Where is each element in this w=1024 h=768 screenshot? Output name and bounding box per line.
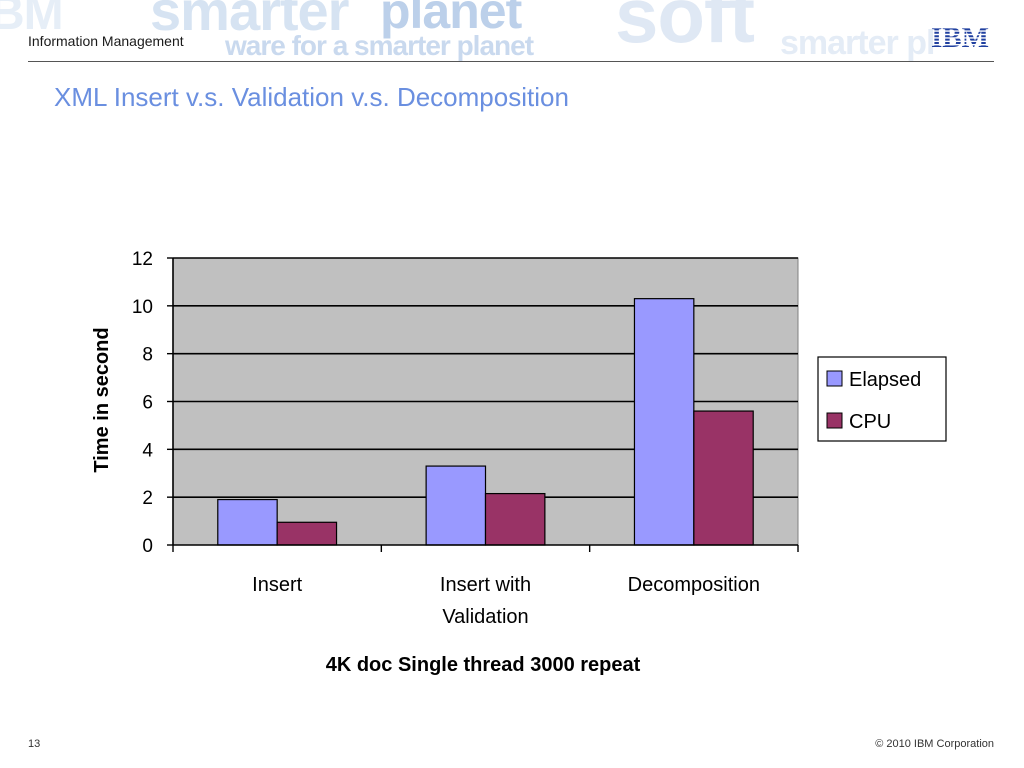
bar-elapsed-1 [425,465,487,546]
page-number: 13 [28,738,41,750]
section-label: Information Management [28,33,184,49]
y-tick-labels: 0 2 4 6 8 10 12 [132,249,154,557]
x-category-label: Decomposition [628,574,760,596]
header-divider [28,61,994,62]
bar-elapsed-2 [633,298,695,546]
x-category-label: Insert with [440,574,531,596]
y-tick-label: 8 [142,345,153,366]
bar-elapsed-0 [217,498,278,546]
y-axis-label: Time in second [91,327,113,472]
y-tick-label: 6 [142,393,153,414]
bar-cpu-0 [276,521,338,546]
banner-watermark: planet [380,0,522,39]
page-title: XML Insert v.s. Validation v.s. Decompos… [54,82,569,112]
legend-label-cpu: CPU [849,411,891,433]
banner-watermark: smarter pl [780,24,935,62]
legend-label-elapsed: Elapsed [849,369,921,391]
header-banner: BM smarter planet soft ware for a smarte… [0,0,1024,62]
x-axis-label: 4K doc Single thread 3000 repeat [326,654,641,676]
y-tick-label: 0 [142,536,153,557]
banner-watermark: soft [615,0,755,59]
banner-watermark: smarter [150,0,349,42]
copyright: © 2010 IBM Corporation [875,738,994,750]
bar-cpu-2 [693,410,754,546]
y-tick-label: 10 [132,297,153,318]
banner-watermark: ware for a smarter planet [225,30,534,61]
x-category-labels: Insert Insert with Validation Decomposition [252,574,760,628]
legend: Elapsed CPU [817,356,947,442]
y-tick-label: 2 [142,488,153,509]
y-tick-label: 12 [132,249,153,270]
legend-swatch-elapsed [826,370,843,387]
banner-watermark: BM [0,0,64,40]
axes [167,257,799,552]
bars [217,298,754,546]
legend-swatch-cpu [826,412,843,429]
bar-chart: 0 2 4 6 8 10 12 Insert Insert with Validation Dec… [91,249,947,676]
y-tick-label: 4 [142,440,153,461]
ibm-logo: IBM [931,25,989,47]
bar-cpu-1 [484,492,546,546]
x-category-label: Insert [252,574,302,596]
x-category-label: Validation [442,606,528,628]
